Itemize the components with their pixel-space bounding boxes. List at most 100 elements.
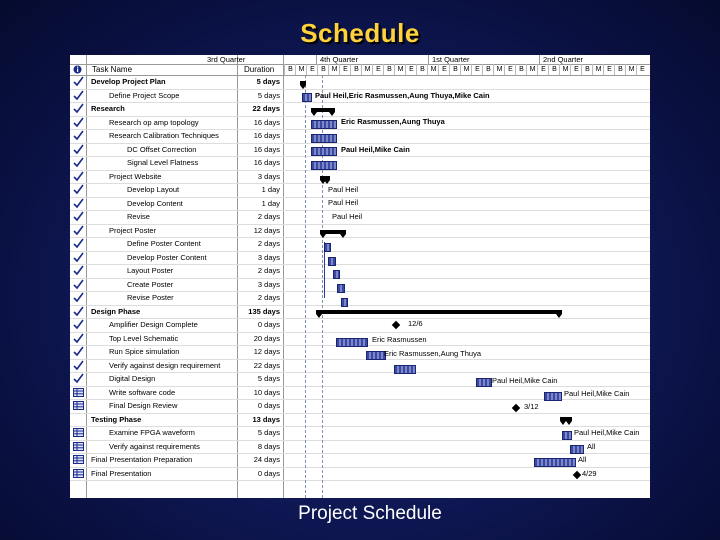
task-duration: 5 days: [257, 428, 280, 437]
task-name: Testing Phase: [91, 414, 142, 424]
task-row[interactable]: Final Presentation 0 days: [70, 467, 650, 481]
quarter-header: 1st Quarter: [432, 55, 470, 64]
month-header-cell: B: [284, 64, 296, 75]
column-divider: [237, 55, 238, 498]
task-duration: 1 day: [261, 185, 280, 194]
task-row[interactable]: Digital Design 5 days: [70, 372, 650, 387]
task-bar: [333, 270, 340, 279]
task-duration: 3 days: [257, 252, 280, 262]
task-name: Top Level Schematic: [109, 333, 179, 343]
task-duration: 16 days: [253, 144, 280, 154]
milestone-marker: [391, 320, 401, 330]
task-row[interactable]: Revise Poster 2 days: [70, 291, 650, 306]
column-divider: [283, 55, 284, 498]
task-row[interactable]: Verify against design requirement 22 days: [70, 359, 650, 373]
task-duration: 135 days: [248, 306, 280, 316]
quarter-header: 2nd Quarter: [543, 55, 584, 64]
task-row[interactable]: Project Website 3 days: [70, 170, 650, 184]
task-name: Research Calibration Techniques: [109, 131, 219, 140]
task-duration: 22 days: [253, 360, 280, 370]
resource-label: Paul Heil,Mike Cain: [574, 428, 640, 437]
summary-bar: [320, 176, 330, 184]
checkmark-icon: [73, 211, 84, 222]
task-row[interactable]: Design Phase 135 days: [70, 305, 650, 319]
quarter-divider: [428, 55, 429, 64]
task-bar: [311, 147, 337, 156]
task-row[interactable]: Final Presentation Preparation 24 days: [70, 453, 650, 468]
task-row[interactable]: Develop Project Plan 5 days: [70, 75, 650, 90]
checkmark-icon: [73, 292, 84, 303]
month-header-cell: B: [548, 64, 560, 75]
task-bar: [328, 257, 336, 266]
milestone-date: 3/12: [524, 402, 539, 411]
task-row[interactable]: Final Design Review 0 days: [70, 399, 650, 414]
checkmark-icon: [73, 279, 84, 290]
task-duration: 1 day: [261, 198, 280, 208]
summary-bar: [300, 81, 306, 89]
checkmark-icon: [73, 346, 84, 357]
task-row[interactable]: Testing Phase 13 days: [70, 413, 650, 427]
task-bar: [544, 392, 562, 401]
task-row[interactable]: Layout Poster 2 days: [70, 264, 650, 279]
task-row[interactable]: Write software code 10 days: [70, 386, 650, 400]
task-row[interactable]: Signal Level Flatness 16 days: [70, 156, 650, 171]
task-row[interactable]: Research op amp topology 16 days: [70, 116, 650, 130]
checkmark-icon: [73, 306, 84, 317]
resource-label: Paul Heil: [328, 198, 359, 207]
task-row[interactable]: DC Offset Correction 16 days: [70, 143, 650, 157]
resource-label: Paul Heil,Mike Cain: [341, 145, 410, 154]
task-bar: [394, 365, 416, 374]
month-header-cell: B: [416, 64, 428, 75]
task-row[interactable]: Run Spice simulation 12 days: [70, 345, 650, 360]
month-header-cell: B: [350, 64, 362, 75]
checkmark-icon: [73, 117, 84, 128]
task-duration: 5 days: [256, 77, 280, 86]
quarter-header: 4th Quarter: [320, 55, 358, 64]
task-name-header: Task Name: [92, 65, 133, 74]
task-name: Develop Poster Content: [127, 252, 207, 262]
resource-label: Eric Rasmussen,Aung Thuya: [384, 349, 481, 358]
quarter-divider: [316, 55, 317, 64]
task-row[interactable]: Project Poster 12 days: [70, 224, 650, 238]
task-duration: 0 days: [257, 320, 280, 329]
progress-line: [305, 75, 306, 498]
table-icon: [73, 454, 84, 465]
table-icon: [73, 468, 84, 479]
summary-bar: [560, 417, 572, 425]
month-header-cell: M: [295, 64, 307, 75]
task-row[interactable]: Examine FPGA waveform 5 days: [70, 426, 650, 441]
task-row[interactable]: Research 22 days: [70, 102, 650, 117]
task-row[interactable]: Verify against requirements 8 days: [70, 440, 650, 454]
task-row[interactable]: Develop Content 1 day: [70, 197, 650, 211]
task-row[interactable]: Research Calibration Techniques 16 days: [70, 129, 650, 144]
month-header-cell: B: [581, 64, 593, 75]
task-name: Develop Layout: [127, 185, 180, 194]
task-bar: [562, 431, 572, 440]
task-name: Revise Poster: [127, 293, 174, 302]
task-row[interactable]: Define Poster Content 2 days: [70, 237, 650, 252]
month-header-cell: B: [449, 64, 461, 75]
month-header-cell: M: [559, 64, 571, 75]
task-name: Revise: [127, 212, 150, 221]
task-duration: 16 days: [253, 131, 280, 140]
task-row[interactable]: Develop Layout 1 day: [70, 183, 650, 198]
summary-bar: [311, 108, 335, 116]
task-duration: 12 days: [253, 347, 280, 356]
resource-label: Paul Heil: [328, 185, 359, 194]
task-row[interactable]: Revise 2 days: [70, 210, 650, 225]
task-name: Final Presentation Preparation: [91, 455, 193, 464]
task-row[interactable]: Amplifier Design Complete 0 days: [70, 318, 650, 333]
task-name: Develop Project Plan: [91, 77, 166, 86]
task-row[interactable]: Develop Poster Content 3 days: [70, 251, 650, 265]
gantt-chart-sheet: 3rd Quarter 4th Quarter 1st Quarter 2nd …: [70, 55, 650, 498]
quarter-header-row: 3rd Quarter 4th Quarter 1st Quarter 2nd …: [70, 55, 650, 65]
resource-label: All: [578, 455, 587, 464]
month-header-cell: E: [405, 64, 417, 75]
summary-bar: [320, 230, 346, 238]
task-duration: 22 days: [252, 104, 280, 113]
task-row[interactable]: Create Poster 3 days: [70, 278, 650, 292]
milestone-date: 12/6: [408, 319, 423, 328]
task-name: Develop Content: [127, 198, 183, 208]
task-name: Project Website: [109, 171, 162, 181]
task-row[interactable]: Define Project Scope 5 days: [70, 89, 650, 103]
